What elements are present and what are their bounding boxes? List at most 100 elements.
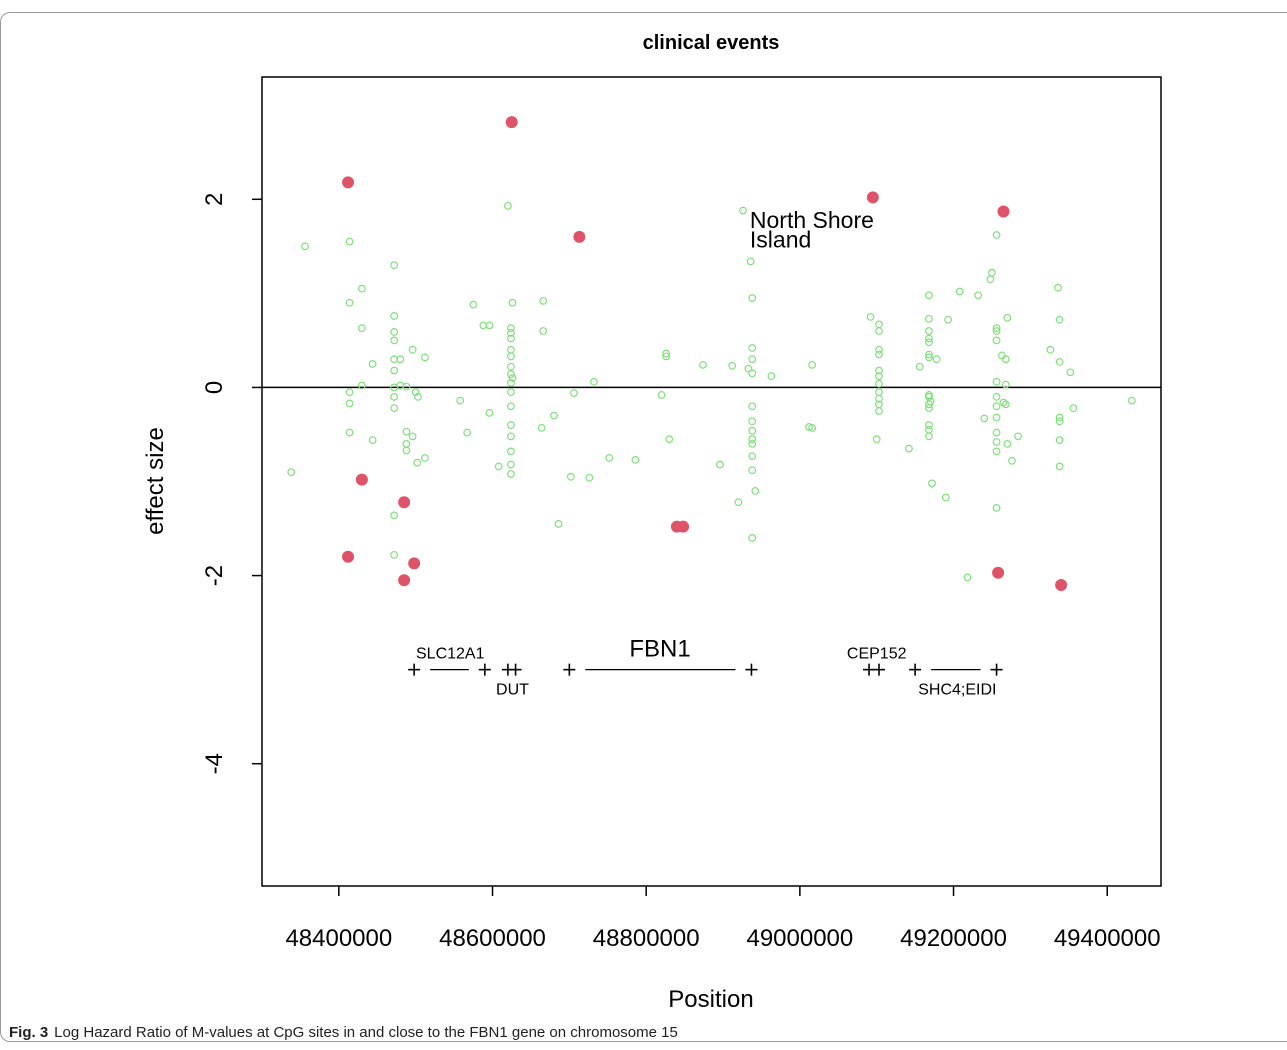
data-point [992, 413, 1001, 422]
gene-label: DUT [496, 681, 529, 698]
data-point [875, 394, 883, 403]
data-point [748, 435, 757, 444]
data-point [631, 455, 640, 464]
highlighted-data-point [997, 205, 1010, 218]
data-point [1003, 439, 1012, 448]
x-tick-label: 48400000 [285, 925, 392, 952]
data-point [905, 444, 913, 453]
data-point [875, 388, 883, 397]
data-point [1055, 358, 1064, 366]
annotation-label: North Shore [750, 207, 874, 233]
data-point [875, 366, 883, 375]
data-point [748, 466, 757, 475]
x-tick-label: 49200000 [900, 925, 1007, 952]
data-point [992, 324, 1001, 333]
data-point [413, 458, 422, 467]
highlighted-data-point [505, 116, 518, 129]
data-point [507, 324, 515, 333]
data-point [728, 361, 737, 370]
highlighted-data-point [355, 473, 368, 486]
caption-text: Log Hazard Ratio of M-values at CpG site… [54, 1024, 678, 1041]
data-point [988, 268, 996, 277]
data-point [1014, 432, 1022, 441]
data-point [662, 349, 671, 358]
data-point [1046, 345, 1055, 354]
data-point [1008, 456, 1016, 465]
data-point [875, 327, 883, 335]
data-point [1001, 355, 1010, 364]
data-point [748, 355, 757, 364]
data-point [963, 573, 972, 582]
data-point [866, 312, 875, 321]
data-point [345, 428, 354, 437]
data-point [1003, 313, 1012, 322]
data-point [992, 231, 1001, 239]
data-point [507, 388, 515, 397]
data-point [992, 377, 1001, 386]
data-point [980, 414, 989, 423]
data-point [485, 408, 494, 417]
plot-area [261, 76, 1162, 887]
data-point [1055, 462, 1064, 471]
scatter-chart: clinical events 48400000 48600000 48800000… [142, 32, 1162, 1013]
data-point [932, 355, 941, 364]
data-point [662, 352, 671, 361]
data-point [469, 300, 478, 309]
data-point [507, 334, 515, 343]
data-point [507, 345, 515, 354]
gene-label: CEP152 [847, 646, 907, 663]
data-point [485, 321, 494, 330]
chart-title: clinical events [643, 32, 780, 54]
gene-label: SHC4;EIDI [918, 681, 996, 698]
data-point [992, 392, 1001, 401]
data-point [748, 344, 757, 352]
gene-track: SLC12A1 DUT FBN1 CEP152 SHC4;EIDI [408, 636, 1003, 698]
data-point [345, 388, 354, 397]
x-tick-label: 48600000 [439, 925, 546, 952]
data-point [925, 432, 933, 441]
data-point [748, 294, 757, 302]
data-point [537, 423, 546, 432]
data-point [748, 439, 757, 448]
data-point [925, 350, 933, 359]
data-point [390, 404, 399, 413]
data-point [420, 353, 429, 362]
data-point [550, 411, 558, 420]
filled-points-layer [342, 116, 1068, 591]
highlighted-data-point [992, 566, 1005, 579]
data-point [507, 470, 515, 478]
y-tick-label: -4 [201, 753, 228, 774]
data-point [420, 454, 429, 462]
data-point [955, 287, 964, 296]
highlighted-data-point [866, 191, 879, 204]
data-point [390, 366, 399, 375]
x-tick-label: 48800000 [593, 925, 700, 952]
data-point [345, 237, 354, 246]
data-point [408, 345, 417, 354]
data-point [566, 472, 575, 481]
highlighted-data-point [398, 496, 411, 509]
data-point [926, 397, 935, 406]
data-point [507, 432, 515, 441]
data-point [507, 328, 515, 337]
data-point [1001, 380, 1010, 389]
highlighted-data-point [342, 550, 355, 563]
data-point [915, 362, 924, 371]
data-point [368, 360, 377, 368]
data-point [748, 534, 757, 542]
data-point [590, 377, 598, 386]
highlighted-data-point [408, 557, 421, 570]
data-point [507, 402, 515, 411]
data-point [1055, 315, 1064, 324]
data-point [357, 284, 366, 293]
data-point [808, 423, 817, 432]
data-point [1055, 413, 1064, 422]
data-point [992, 327, 1001, 335]
data-point [925, 392, 933, 401]
data-point [746, 257, 755, 266]
data-point [1127, 396, 1136, 405]
data-point [1066, 368, 1075, 377]
data-point [463, 428, 472, 437]
data-point [748, 402, 757, 411]
